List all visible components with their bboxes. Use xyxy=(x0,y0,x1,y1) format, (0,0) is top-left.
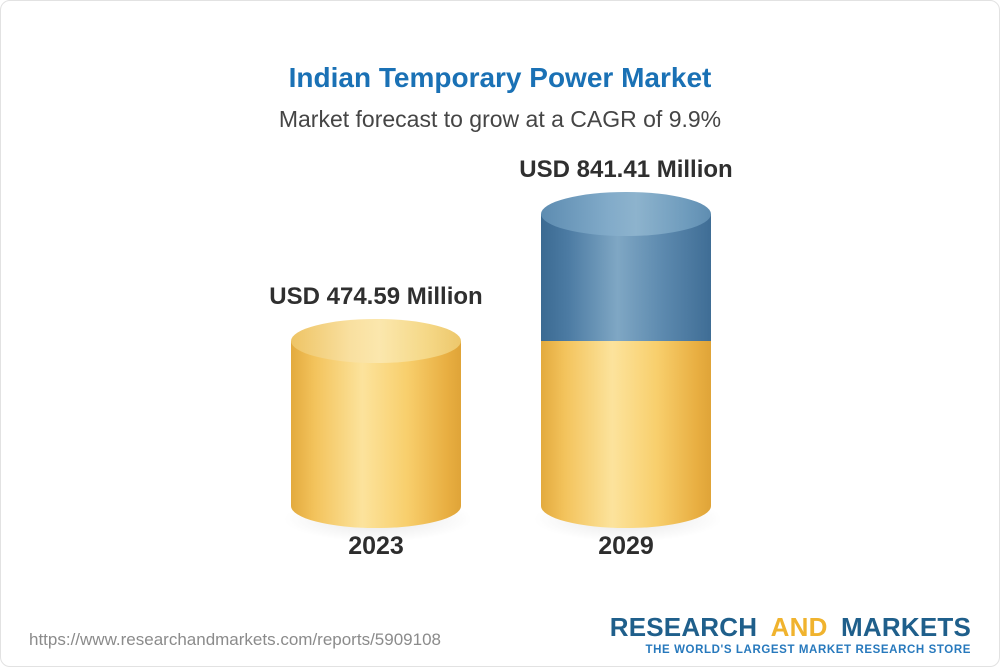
researchandmarkets-logo: RESEARCH AND MARKETS THE WORLD'S LARGEST… xyxy=(610,613,971,656)
cylinder-top-cap xyxy=(541,192,711,236)
value-label-2029: USD 841.41 Million xyxy=(519,156,733,183)
cylinder-bottom-cap xyxy=(291,484,461,528)
value-label-2023: USD 474.59 Million xyxy=(269,283,483,310)
category-label-2029: 2029 xyxy=(598,532,654,560)
logo-word-markets: MARKETS xyxy=(841,612,971,643)
page-subtitle: Market forecast to grow at a CAGR of 9.9… xyxy=(278,106,722,133)
logo-word-and: AND xyxy=(770,612,828,643)
logo-word-research: RESEARCH xyxy=(609,612,758,643)
cylinder-segment-yellow xyxy=(541,341,711,506)
logo-wordmark: RESEARCH AND MARKETS xyxy=(610,613,971,642)
cylinder-bottom-cap xyxy=(541,484,711,528)
category-label-2023: 2023 xyxy=(348,532,404,560)
logo-tagline: THE WORLD'S LARGEST MARKET RESEARCH STOR… xyxy=(645,644,971,656)
cylinder-segment-yellow xyxy=(291,341,461,506)
page-title: Indian Temporary Power Market xyxy=(288,61,712,93)
source-url[interactable]: https://www.researchandmarkets.com/repor… xyxy=(29,630,441,649)
cylinder-top-cap xyxy=(291,319,461,363)
